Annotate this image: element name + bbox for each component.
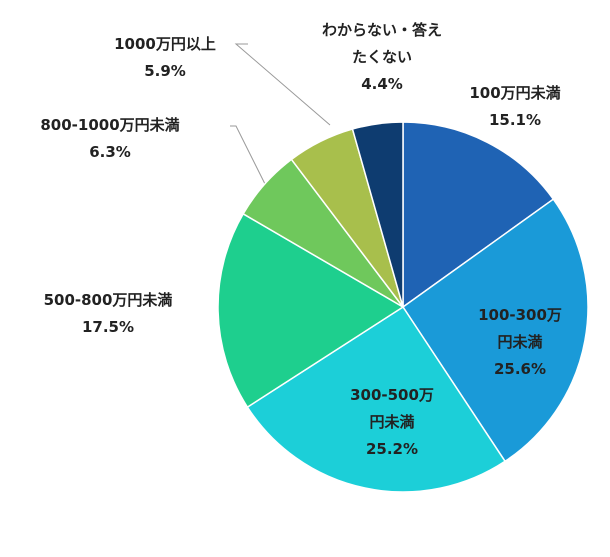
- slice-label: わからない・答え たくない 4.4%: [322, 17, 442, 98]
- slice-label: 100-300万 円未満 25.6%: [478, 302, 562, 383]
- slice-label: 1000万円以上 5.9%: [114, 31, 216, 85]
- category-label: 800-1000万円未満: [40, 116, 180, 134]
- category-label: 100万円未満: [469, 84, 561, 102]
- value-label: 17.5%: [81, 318, 135, 336]
- value-label: 25.2%: [365, 440, 419, 458]
- pie-slice: [217, 212, 405, 409]
- category-label: わからない・答え たくない: [321, 21, 443, 66]
- slice-label: 500-800万円未満 17.5%: [44, 287, 173, 341]
- leader-line: [230, 125, 269, 191]
- category-label: 500-800万円未満: [43, 291, 173, 309]
- leader-line: [234, 43, 331, 126]
- pie-slice: [351, 121, 404, 308]
- slice-label: 800-1000万円未満 6.3%: [40, 112, 179, 166]
- value-label: 6.3%: [89, 143, 131, 161]
- pie-slice: [246, 305, 507, 493]
- slice-label: 300-500万 円未満 25.2%: [350, 382, 434, 463]
- value-label: 15.1%: [488, 111, 542, 129]
- value-label: 4.4%: [361, 75, 403, 93]
- pie-slice: [401, 198, 589, 463]
- category-label: 300-500万 円未満: [350, 386, 434, 431]
- value-label: 5.9%: [144, 62, 186, 80]
- pie-slice: [402, 121, 555, 309]
- value-label: 25.6%: [493, 360, 547, 378]
- category-label: 1000万円以上: [114, 35, 216, 53]
- slice-label: 100万円未満 15.1%: [469, 80, 560, 134]
- category-label: 100-300万 円未満: [478, 306, 562, 351]
